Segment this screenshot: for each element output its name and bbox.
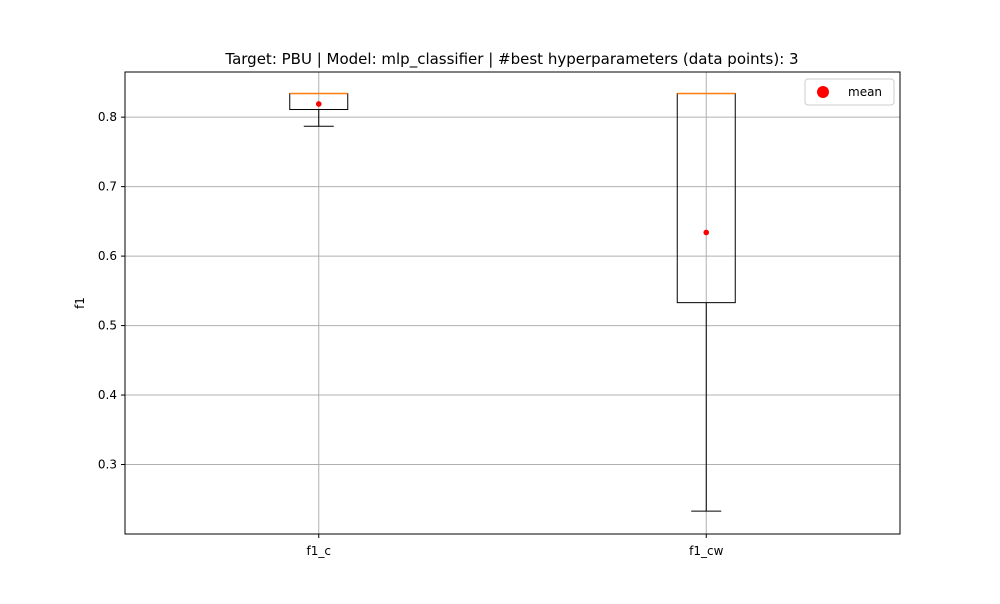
y-tick-label: 0.4 <box>98 388 117 402</box>
legend-marker-icon <box>817 86 829 98</box>
y-tick-label: 0.3 <box>98 458 117 472</box>
y-tick-label: 0.5 <box>98 319 117 333</box>
x-tick-label: f1_c <box>307 544 331 558</box>
mean-layer <box>315 101 710 236</box>
box-f1_cw <box>676 92 736 512</box>
grid-layer <box>125 72 900 534</box>
y-axis-label: f1 <box>73 297 87 309</box>
box-layer <box>289 92 736 512</box>
y-tick-label: 0.6 <box>98 249 117 263</box>
legend: mean <box>804 78 895 106</box>
legend-box <box>804 78 895 106</box>
y-axis: 0.3 0.4 0.5 0.6 0.7 0.8 <box>98 110 125 472</box>
mean-marker <box>315 101 322 107</box>
legend-label: mean <box>848 85 882 99</box>
box-f1_c <box>289 92 349 127</box>
chart-title: Target: PBU | Model: mlp_classifier | #b… <box>224 50 798 69</box>
y-tick-label: 0.8 <box>98 110 117 124</box>
y-tick-label: 0.7 <box>98 180 117 194</box>
x-axis: f1_c f1_cw <box>307 534 724 558</box>
x-tick-label: f1_cw <box>689 544 723 558</box>
plot-frame <box>124 71 901 535</box>
mean-marker <box>703 229 710 236</box>
